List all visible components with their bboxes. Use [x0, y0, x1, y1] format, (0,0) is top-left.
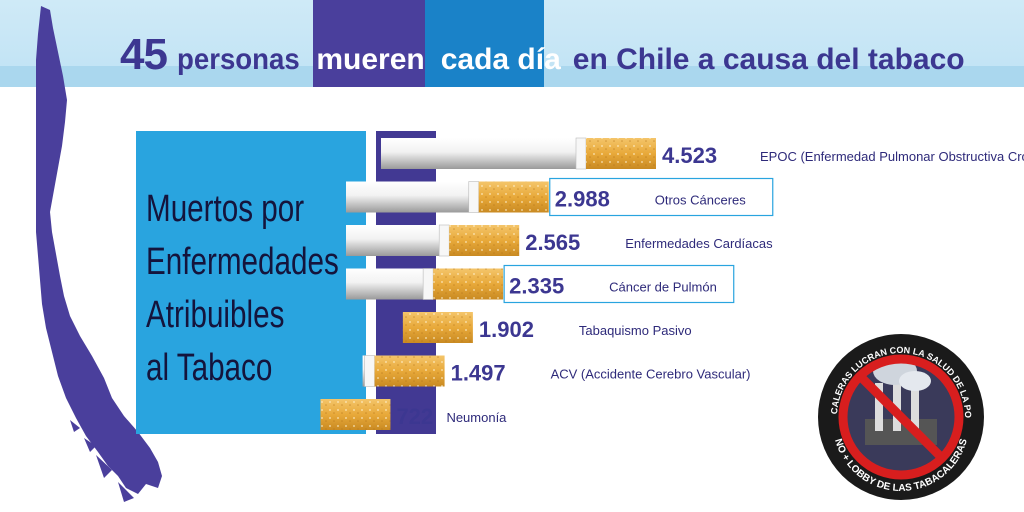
cigarette-bar — [381, 137, 656, 170]
cigarette-paper — [346, 225, 450, 256]
cigarette-ring — [468, 181, 480, 213]
no-lobby-badge-icon: LAS TABACALERAS LUCRAN CON LA SALUD DE L… — [817, 333, 984, 500]
headline-word-cada-dia: cada día — [440, 43, 561, 76]
bar-value-label: 2.988 — [555, 187, 610, 212]
cigarette-filter-texture — [402, 312, 473, 343]
cigarette-bar — [402, 312, 473, 343]
bar-value-label: 4.523 — [662, 143, 717, 168]
title-highlight-blue — [425, 0, 544, 87]
chart-title-line-1: Muertos por — [146, 188, 305, 230]
cigarette-bar — [346, 181, 549, 213]
bar-category-label: ACV (Accidente Cerebro Vascular) — [551, 367, 751, 382]
cigarette-paper — [346, 181, 479, 213]
bar-category-label: Tabaquismo Pasivo — [579, 323, 692, 338]
headline-number: 45 — [120, 30, 168, 79]
chart-title: Muertos por Enfermedades Atribuibles al … — [146, 183, 339, 395]
cigarette-filter-texture — [320, 399, 391, 430]
cigarette-paper — [346, 268, 434, 300]
bar-category-label: EPOC (Enfermedad Pulmonar Obstructiva Cr… — [760, 149, 1024, 164]
highlight-box — [549, 177, 774, 217]
cigarette-filter-texture — [449, 225, 520, 256]
bar-category-label: Enfermedades Cardíacas — [625, 236, 773, 251]
bar-category-label: Cáncer de Pulmón — [609, 280, 717, 295]
cigarette-ring — [575, 137, 587, 170]
bar-value-label: 2.565 — [525, 230, 580, 255]
cigarette-ring — [422, 268, 434, 300]
bar-value-label: 1.902 — [479, 317, 534, 342]
headline: 45 personas mueren cada día en Chile a c… — [120, 30, 965, 80]
bar-value-label: 2.335 — [509, 274, 564, 299]
cigarette-filter-texture — [374, 355, 445, 387]
cigarette-bar — [362, 355, 445, 387]
bar-category-label: Neumonía — [446, 410, 507, 425]
cigarette-bar — [320, 399, 391, 430]
headline-rest: en Chile a causa del tabaco — [572, 43, 965, 76]
chart-title-panel — [136, 131, 366, 434]
title-highlight-purple — [313, 0, 425, 87]
bar-value-label: 1.497 — [451, 361, 506, 386]
cigarette-ring — [364, 355, 375, 387]
bar-category-label: Otros Cánceres — [655, 193, 747, 208]
cigarette-filter-texture — [586, 138, 656, 169]
cigarette-paper — [381, 138, 586, 169]
cigarette-filter-texture — [433, 268, 504, 300]
chart-title-line-2: Enfermedades — [146, 241, 339, 283]
chart-title-line-4: al Tabaco — [146, 347, 273, 389]
headline-word-mueren: mueren — [316, 43, 425, 76]
cigarette-bar — [346, 224, 520, 257]
cigarette-bar — [346, 268, 504, 300]
cigarette-ring — [438, 224, 450, 257]
cigarette-filter-texture — [478, 181, 549, 213]
headline-word-personas: personas — [176, 43, 300, 76]
highlight-box — [503, 264, 735, 304]
chart-title-line-3: Atribuibles — [146, 294, 285, 336]
bar-value-label: 722 — [396, 404, 433, 429]
